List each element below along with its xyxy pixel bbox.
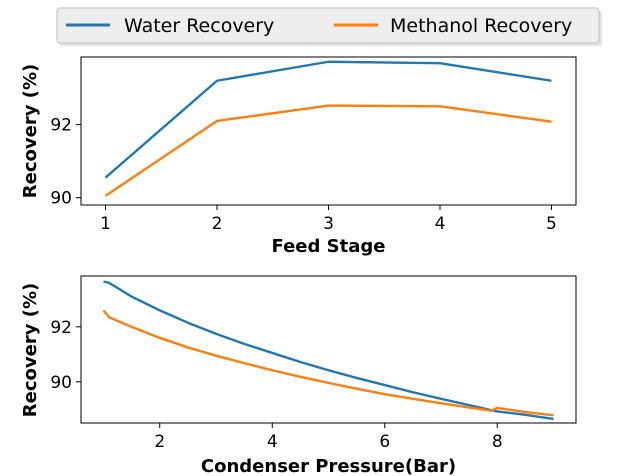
y-ticks-condenser-pressure: 90 92: [50, 318, 81, 393]
chart-feed-stage: 1 2 3 4 5 90 92 Feed Stage Recovery (%): [20, 56, 577, 257]
water-recovery-line-feed-stage: [104, 60, 552, 179]
legend-label-methanol: Methanol Recovery: [390, 15, 572, 37]
plot-area-condenser-pressure: [80, 275, 577, 424]
x-tick-label-feed-stage: 5: [546, 214, 557, 234]
y-axis-label-condenser-pressure: Recovery (%): [20, 283, 41, 417]
x-tick-label-condenser-pressure: 4: [267, 432, 278, 452]
water-recovery-line-condenser-pressure: [103, 280, 554, 421]
plot-area-feed-stage: [80, 56, 577, 206]
legend-label-water: Water Recovery: [124, 15, 274, 37]
x-tick-label-condenser-pressure: 8: [492, 432, 503, 452]
x-tick-label-condenser-pressure: 2: [154, 432, 165, 452]
series-feed-stage: [104, 60, 552, 197]
chart-condenser-pressure: 2 4 6 8 90 92 Condenser Pressure(Bar) Recove…: [20, 275, 577, 476]
y-tick-label-condenser-pressure: 90: [50, 373, 72, 393]
y-ticks-feed-stage: 90 92: [50, 116, 81, 209]
x-tick-label-feed-stage: 2: [212, 214, 223, 234]
x-ticks-feed-stage: 1 2 3 4 5: [100, 205, 557, 234]
legend-box: [56, 7, 600, 44]
x-tick-label-feed-stage: 4: [435, 214, 446, 234]
y-axis-label-feed-stage: Recovery (%): [20, 64, 41, 198]
x-tick-label-feed-stage: 1: [100, 214, 111, 234]
series-condenser-pressure: [102, 280, 554, 421]
x-ticks-condenser-pressure: 2 4 6 8: [154, 423, 503, 452]
y-tick-label-feed-stage: 92: [50, 116, 72, 136]
x-tick-label-condenser-pressure: 6: [379, 432, 390, 452]
methanol-recovery-line-condenser-pressure: [102, 309, 554, 417]
x-tick-label-feed-stage: 3: [323, 214, 334, 234]
legend: Water Recovery Methanol Recovery: [56, 7, 602, 46]
y-tick-label-condenser-pressure: 92: [50, 318, 72, 338]
y-tick-label-feed-stage: 90: [50, 189, 72, 209]
x-axis-label-condenser-pressure: Condenser Pressure(Bar): [201, 456, 456, 476]
methanol-recovery-line-feed-stage: [104, 104, 552, 197]
x-axis-label-feed-stage: Feed Stage: [272, 236, 386, 257]
